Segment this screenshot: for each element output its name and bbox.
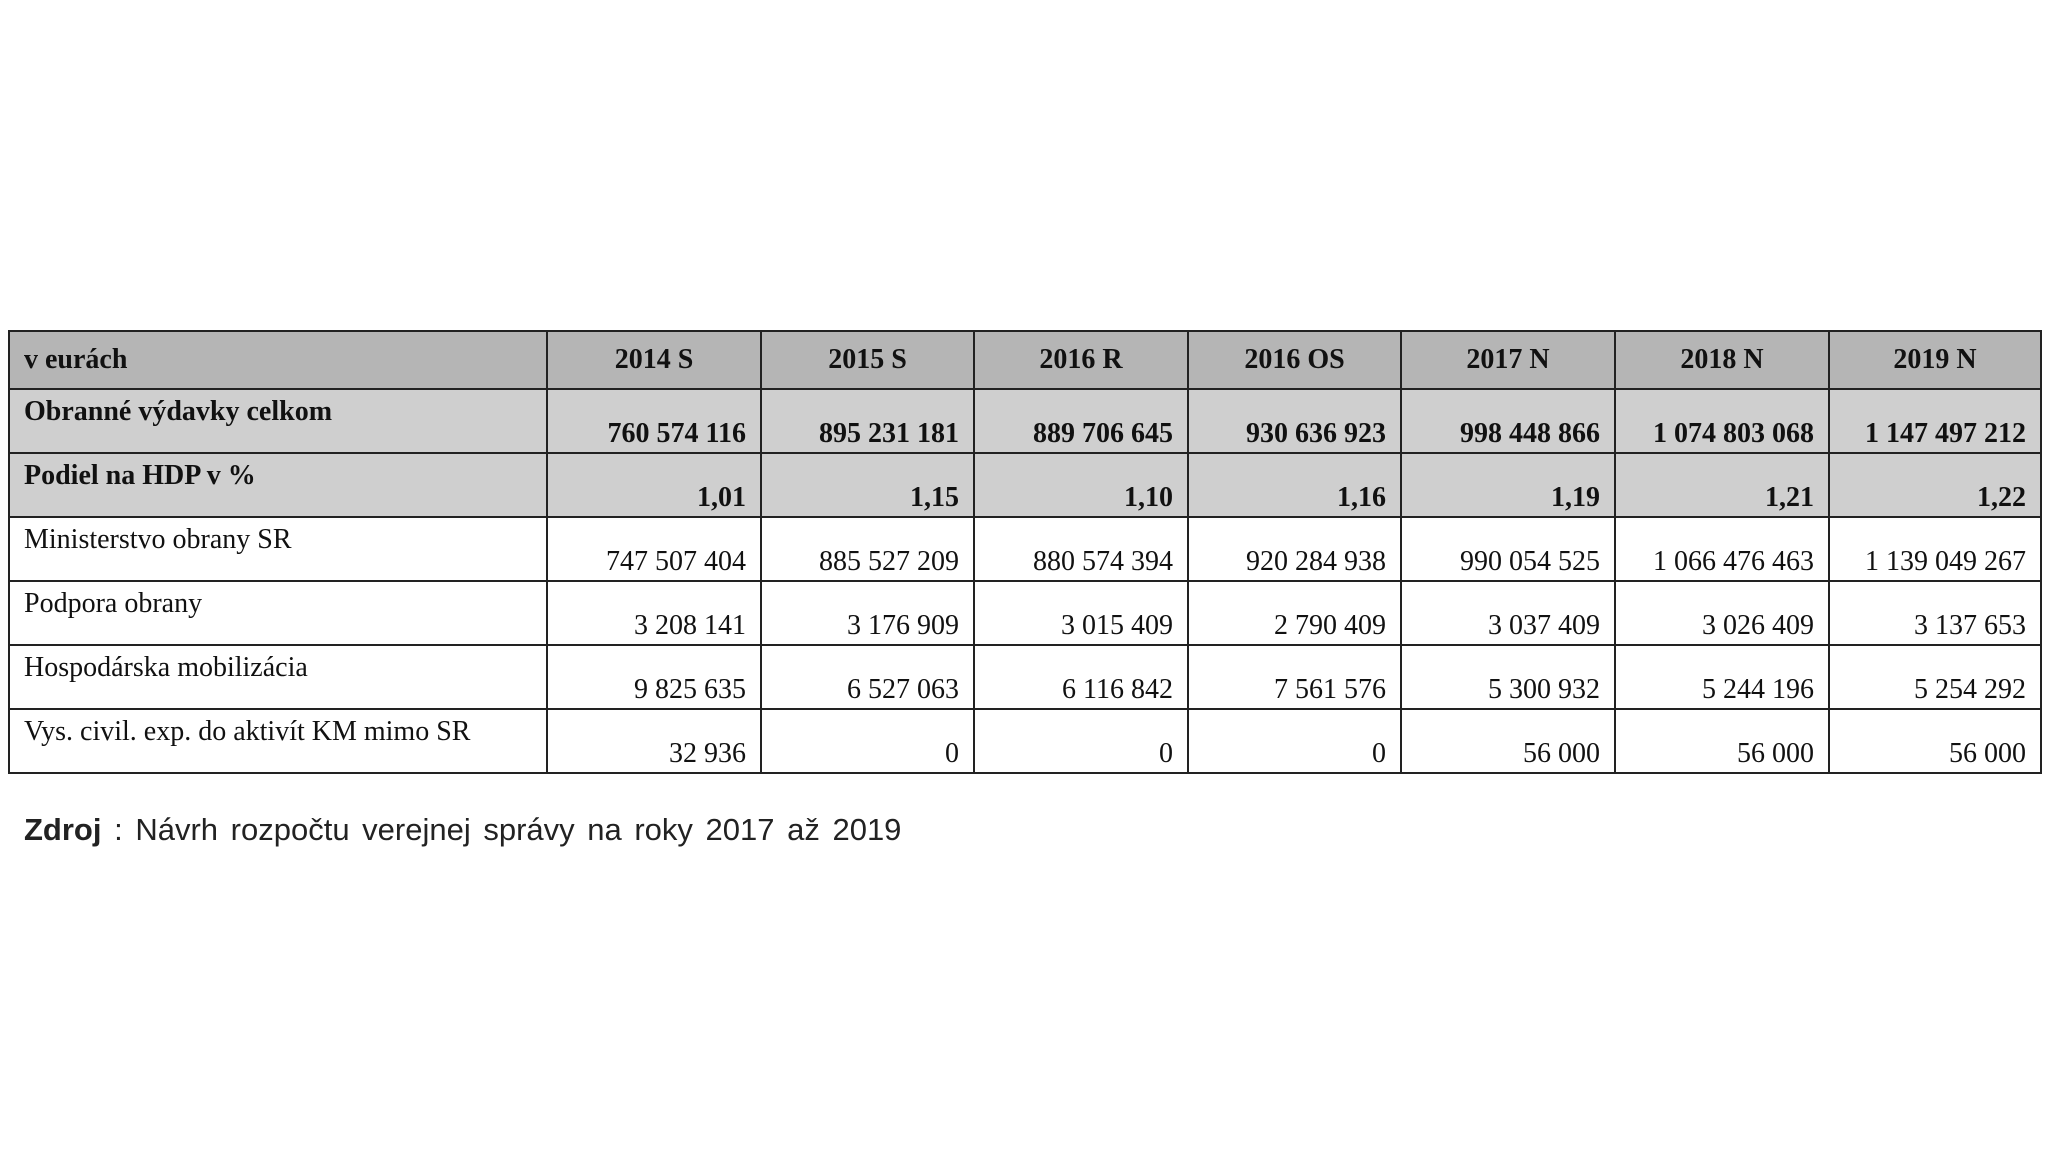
table-row: Obranné výdavky celkom 760 574 116 895 231…	[8, 388, 2042, 454]
cell: 56 000	[1828, 708, 2042, 774]
cell: 1,01	[546, 452, 762, 518]
cell: 990 054 525	[1400, 516, 1616, 582]
cell: 7 561 576	[1187, 644, 1402, 710]
cell: 3 137 653	[1828, 580, 2042, 646]
row-label: Podpora obrany	[8, 580, 548, 646]
column-header: 2019 N	[1828, 330, 2042, 390]
cell: 56 000	[1400, 708, 1616, 774]
table-row: Ministerstvo obrany SR 747 507 404 885 527…	[8, 516, 2042, 582]
column-header: v eurách	[8, 330, 548, 390]
cell: 1 139 049 267	[1828, 516, 2042, 582]
cell: 1,21	[1614, 452, 1830, 518]
column-header: 2015 S	[760, 330, 975, 390]
cell: 920 284 938	[1187, 516, 1402, 582]
cell: 5 244 196	[1614, 644, 1830, 710]
row-label: Ministerstvo obrany SR	[8, 516, 548, 582]
cell: 1,16	[1187, 452, 1402, 518]
cell: 6 527 063	[760, 644, 975, 710]
cell: 1,10	[973, 452, 1189, 518]
row-label: Vys. civil. exp. do aktivít KM mimo SR	[8, 708, 548, 774]
cell: 0	[973, 708, 1189, 774]
table-row: Vys. civil. exp. do aktivít KM mimo SR 32…	[8, 708, 2042, 774]
column-header: 2018 N	[1614, 330, 1830, 390]
cell: 760 574 116	[546, 388, 762, 454]
cell: 1,22	[1828, 452, 2042, 518]
cell: 930 636 923	[1187, 388, 1402, 454]
cell: 1 147 497 212	[1828, 388, 2042, 454]
row-label: Obranné výdavky celkom	[8, 388, 548, 454]
cell: 3 037 409	[1400, 580, 1616, 646]
row-label: Hospodárska mobilizácia	[8, 644, 548, 710]
row-label: Podiel na HDP v %	[8, 452, 548, 518]
cell: 895 231 181	[760, 388, 975, 454]
cell: 747 507 404	[546, 516, 762, 582]
cell: 56 000	[1614, 708, 1830, 774]
cell: 998 448 866	[1400, 388, 1616, 454]
column-header: 2016 R	[973, 330, 1189, 390]
cell: 1,15	[760, 452, 975, 518]
cell: 1 074 803 068	[1614, 388, 1830, 454]
cell: 889 706 645	[973, 388, 1189, 454]
cell: 3 176 909	[760, 580, 975, 646]
column-header: 2014 S	[546, 330, 762, 390]
cell: 0	[760, 708, 975, 774]
cell: 32 936	[546, 708, 762, 774]
cell: 6 116 842	[973, 644, 1189, 710]
column-header: 2016 OS	[1187, 330, 1402, 390]
cell: 885 527 209	[760, 516, 975, 582]
cell: 1,19	[1400, 452, 1616, 518]
table-row: Podiel na HDP v % 1,01 1,15 1,10 1,16 1,19 1,2…	[8, 452, 2042, 518]
column-header: 2017 N	[1400, 330, 1616, 390]
cell: 1 066 476 463	[1614, 516, 1830, 582]
cell: 3 208 141	[546, 580, 762, 646]
cell: 5 254 292	[1828, 644, 2042, 710]
cell: 9 825 635	[546, 644, 762, 710]
table-row: Hospodárska mobilizácia 9 825 635 6 527 06…	[8, 644, 2042, 710]
cell: 3 026 409	[1614, 580, 1830, 646]
cell: 880 574 394	[973, 516, 1189, 582]
source-text: : Návrh rozpočtu verejnej správy na roky…	[114, 812, 902, 847]
table-row: Podpora obrany 3 208 141 3 176 909 3 015 40…	[8, 580, 2042, 646]
source-note: Zdroj : Návrh rozpočtu verejnej správy n…	[24, 812, 901, 848]
source-label: Zdroj	[24, 812, 102, 847]
cell: 2 790 409	[1187, 580, 1402, 646]
cell: 0	[1187, 708, 1402, 774]
cell: 5 300 932	[1400, 644, 1616, 710]
cell: 3 015 409	[973, 580, 1189, 646]
